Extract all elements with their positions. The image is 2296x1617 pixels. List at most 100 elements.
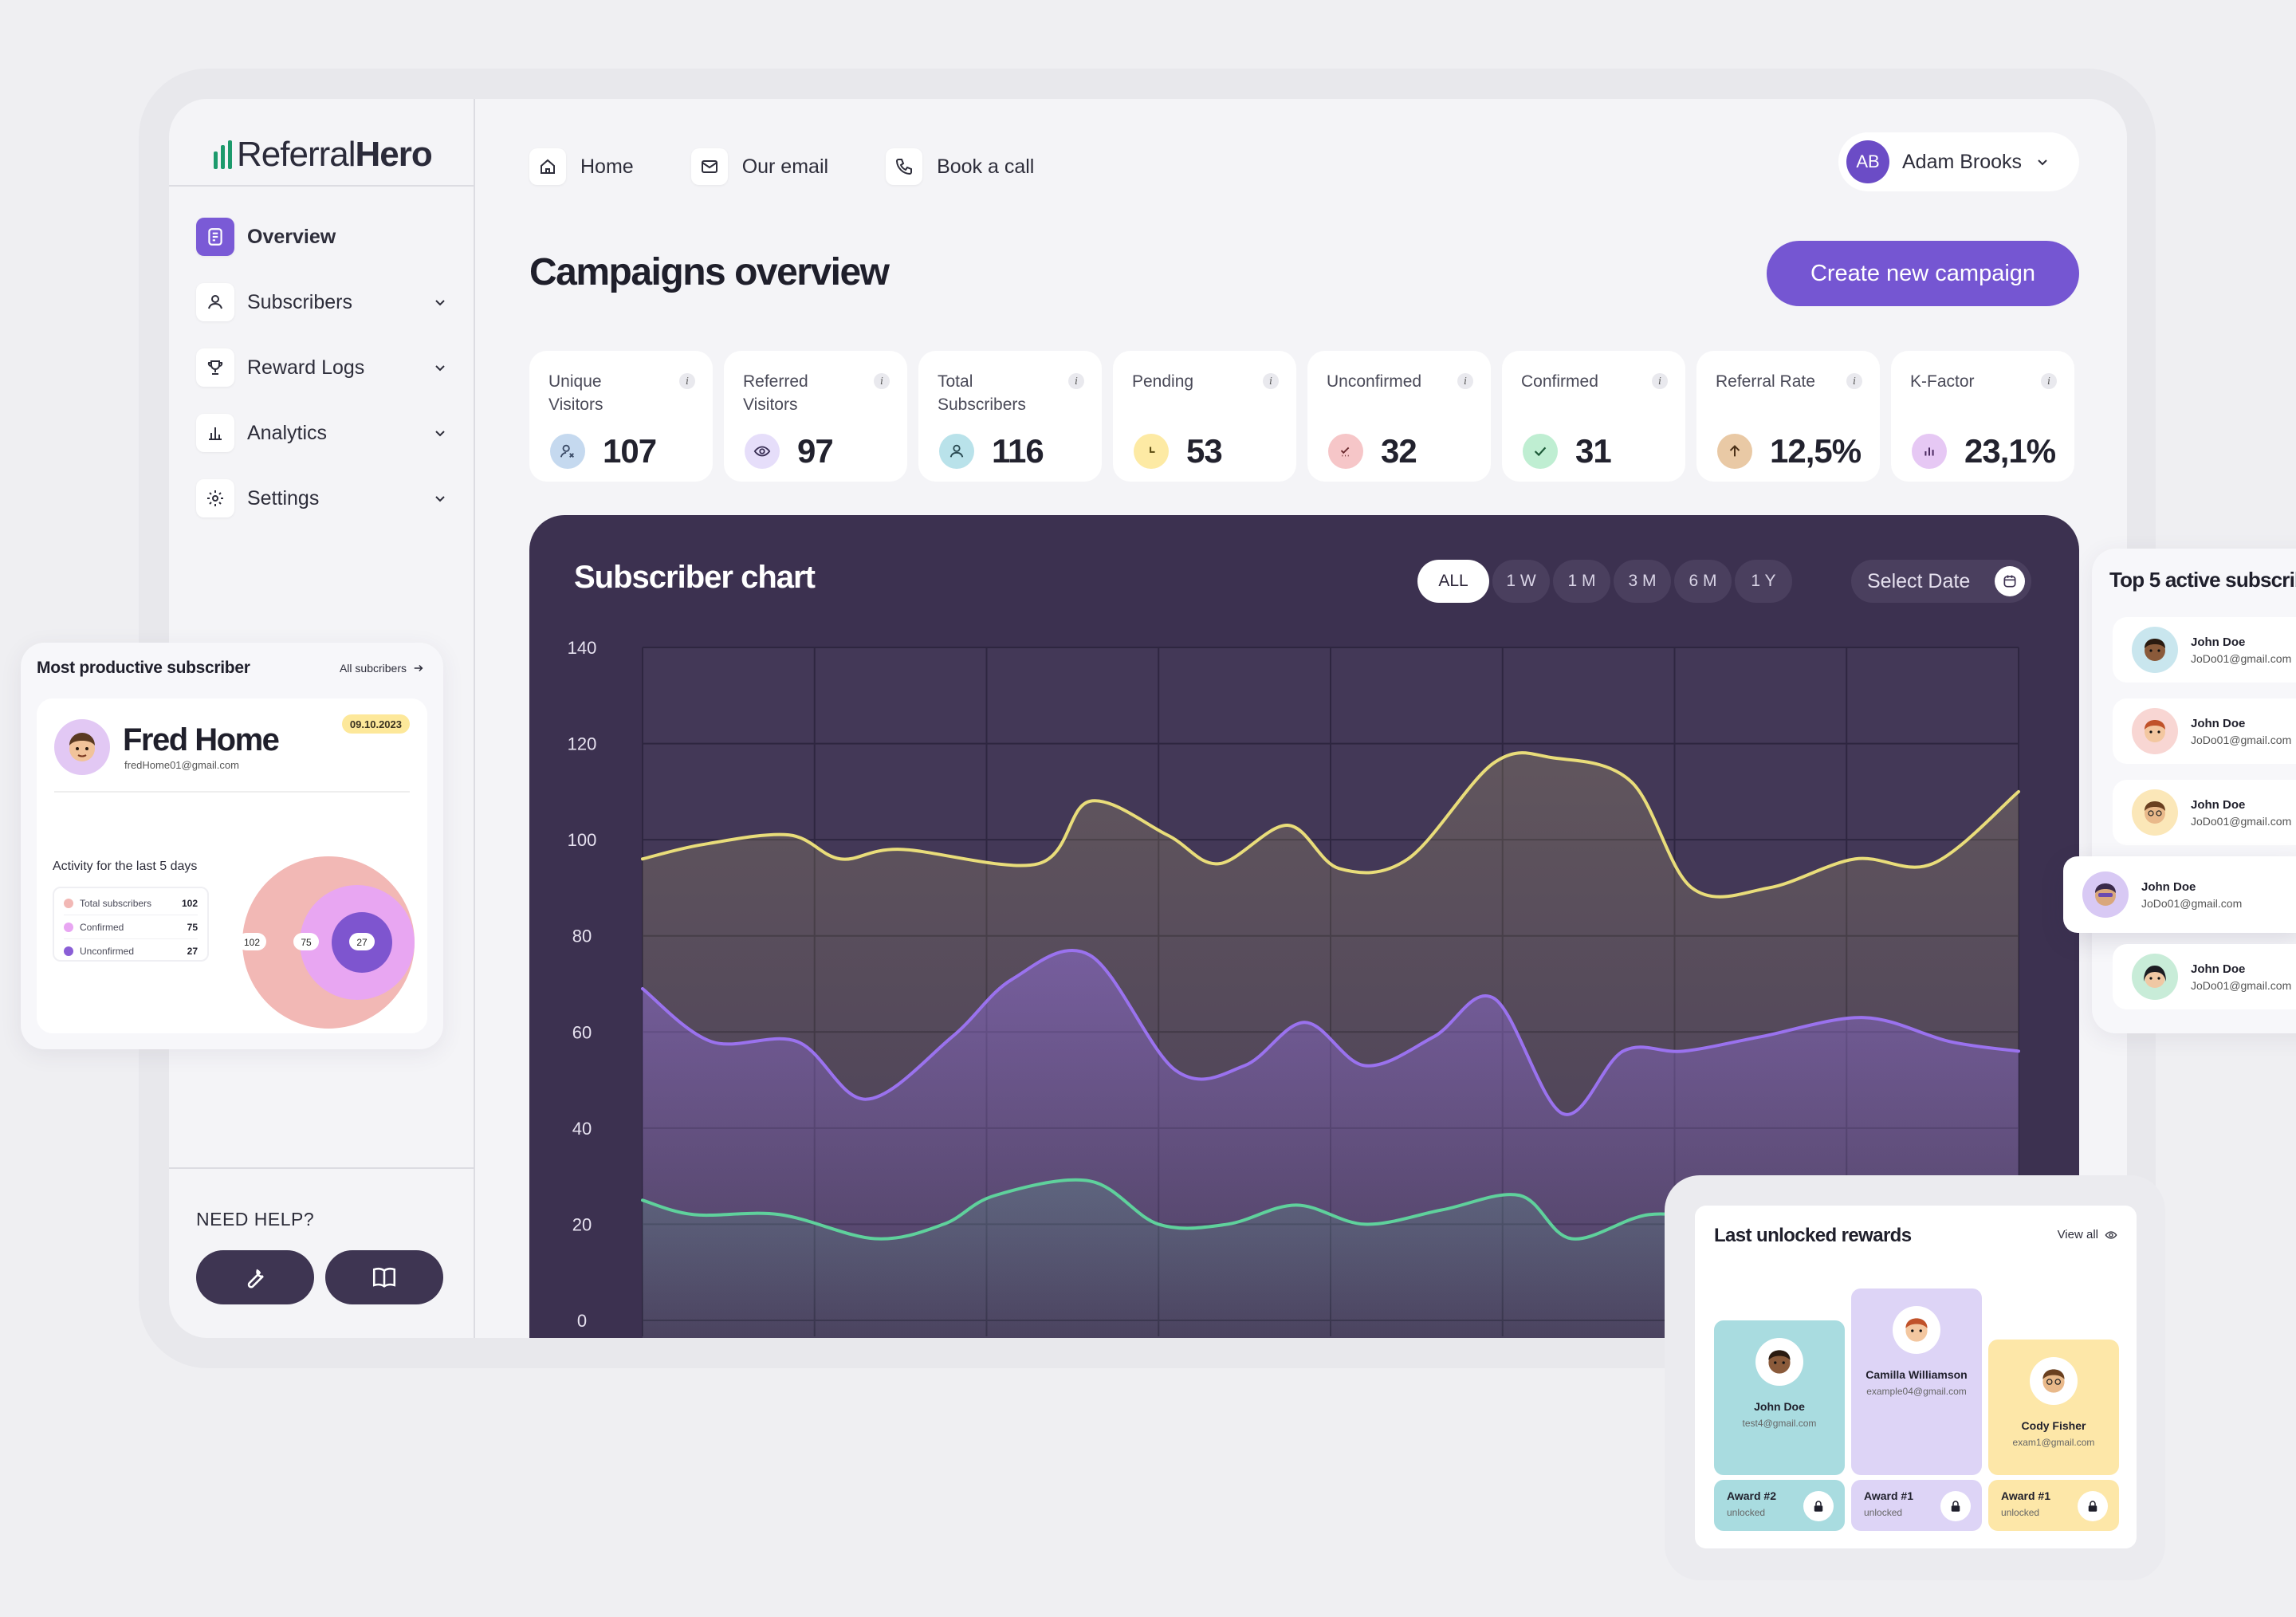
stat-value: 97 xyxy=(797,432,834,470)
chevron-down-icon[interactable] xyxy=(429,291,451,313)
stat-card-confirmed[interactable]: Confirmed i 31 xyxy=(1502,351,1685,482)
date-badge: 09.10.2023 xyxy=(341,714,410,734)
sidebar-item-analytics[interactable]: Analytics xyxy=(196,413,451,453)
info-icon[interactable]: i xyxy=(1846,373,1862,389)
award-badge[interactable]: Award #2 unlocked xyxy=(1714,1480,1845,1531)
stat-value: 23,1% xyxy=(1964,432,2056,470)
home-icon xyxy=(529,148,566,185)
all-subscribers-link[interactable]: All subcribers xyxy=(340,662,424,675)
most-productive-panel: Most productive subscriber All subcriber… xyxy=(21,643,443,1049)
select-date-button[interactable]: Select Date xyxy=(1851,560,2031,603)
stat-card-pending[interactable]: Pending i 53 xyxy=(1113,351,1296,482)
subscriber-email: fredHome01@gmail.com xyxy=(124,759,239,771)
chevron-down-icon[interactable] xyxy=(429,487,451,509)
range-6m-button[interactable]: 6 M xyxy=(1674,560,1732,603)
help-label: NEED HELP? xyxy=(196,1209,315,1229)
view-all-link[interactable]: View all xyxy=(2058,1228,2117,1241)
sidebar-item-label: Analytics xyxy=(247,421,328,444)
info-icon[interactable]: i xyxy=(874,373,890,389)
avatar xyxy=(2082,871,2129,918)
list-item-highlighted[interactable]: John Doe JoDo01@gmail.com xyxy=(2063,856,2296,933)
stat-card-unique-visitors[interactable]: Unique Visitors i 107 xyxy=(529,351,713,482)
list-item[interactable]: John Doe JoDo01@gmail.com xyxy=(2113,698,2296,764)
info-icon[interactable]: i xyxy=(1652,373,1668,389)
avatar: AB xyxy=(1846,140,1889,183)
page-title: Campaigns overview xyxy=(529,251,890,293)
chevron-down-icon[interactable] xyxy=(429,356,451,379)
chevron-down-icon[interactable] xyxy=(429,422,451,444)
avatar xyxy=(2132,708,2178,754)
calendar-icon xyxy=(1995,566,2025,596)
reward-card[interactable]: Camilla Williamson example04@gmail.com xyxy=(1851,1288,1982,1475)
stat-card-referred-visitors[interactable]: Referred Visitors i 97 xyxy=(724,351,907,482)
subscriber-card: Fred Home fredHome01@gmail.com 09.10.202… xyxy=(37,698,427,1033)
reward-card[interactable]: Cody Fisher exam1@gmail.com xyxy=(1988,1340,2119,1475)
y-tick-label: 120 xyxy=(568,734,597,754)
stat-label: K-Factor xyxy=(1910,372,1975,391)
docs-button[interactable] xyxy=(325,1250,443,1304)
nav-home-link[interactable]: Home xyxy=(529,148,634,185)
reward-user-email: exam1@gmail.com xyxy=(2012,1437,2095,1448)
info-icon[interactable]: i xyxy=(679,373,695,389)
activity-table: Total subscribers 102 Confirmed 75 Unconfi… xyxy=(53,887,209,962)
range-1w-button[interactable]: 1 W xyxy=(1492,560,1550,603)
range-1y-button[interactable]: 1 Y xyxy=(1735,560,1792,603)
user-icon xyxy=(196,283,234,321)
subscriber-name: John Doe xyxy=(2191,635,2246,649)
activity-label: Confirmed xyxy=(80,921,124,933)
stat-card-k-factor[interactable]: K-Factor i 23,1% xyxy=(1891,351,2074,482)
legend-dot xyxy=(64,922,73,932)
sidebar-item-label: Overview xyxy=(247,225,336,248)
stat-card-unconfirmed[interactable]: Unconfirmed i 32 xyxy=(1307,351,1491,482)
app-window: Referral Hero Overview Subscribers xyxy=(169,99,2127,1338)
select-date-label: Select Date xyxy=(1867,569,1971,592)
info-icon[interactable]: i xyxy=(2041,373,2057,389)
activity-row: Confirmed 75 xyxy=(64,915,198,939)
info-icon[interactable]: i xyxy=(1068,373,1084,389)
stat-card-total-subscribers[interactable]: Total Subscribers i 116 xyxy=(918,351,1102,482)
panel-title: Last unlocked rewards xyxy=(1714,1225,1912,1246)
range-1m-button[interactable]: 1 M xyxy=(1553,560,1610,603)
reward-user-email: example04@gmail.com xyxy=(1866,1386,1967,1397)
activity-value: 102 xyxy=(181,897,198,909)
y-tick-label: 60 xyxy=(572,1022,592,1042)
sidebar-item-reward-logs[interactable]: Reward Logs xyxy=(196,348,451,388)
subscriber-email: JoDo01@gmail.com xyxy=(2191,651,2292,665)
info-icon[interactable]: i xyxy=(1457,373,1473,389)
sidebar-item-settings[interactable]: Settings xyxy=(196,478,451,518)
top-nav: Home Our email Book a call xyxy=(529,136,1034,198)
subscriber-name: John Doe xyxy=(2191,716,2246,730)
activity-label: Unconfirmed xyxy=(80,946,135,957)
sidebar-item-overview[interactable]: Overview xyxy=(196,217,451,257)
brand-logo[interactable]: Referral Hero xyxy=(214,123,433,187)
create-campaign-button[interactable]: Create new campaign xyxy=(1767,241,2079,306)
list-item[interactable]: John Doe JoDo01@gmail.com xyxy=(2113,944,2296,1009)
stat-value: 107 xyxy=(603,432,657,470)
award-status: unlocked xyxy=(1864,1507,1903,1518)
subscriber-email: JoDo01@gmail.com xyxy=(2141,896,2243,910)
info-icon[interactable]: i xyxy=(1263,373,1279,389)
range-3m-button[interactable]: 3 M xyxy=(1614,560,1671,603)
range-all-button[interactable]: ALL xyxy=(1417,560,1489,603)
stat-card-referral-rate[interactable]: Referral Rate i 12,5% xyxy=(1696,351,1880,482)
gear-icon xyxy=(196,479,234,517)
list-item[interactable]: John Doe JoDo01@gmail.com xyxy=(2113,617,2296,683)
support-tools-button[interactable] xyxy=(196,1250,314,1304)
nav-email-link[interactable]: Our email xyxy=(690,148,828,185)
user-menu[interactable]: AB Adam Brooks xyxy=(1838,132,2079,191)
reward-card[interactable]: John Doe test4@gmail.com xyxy=(1714,1320,1845,1475)
award-badge[interactable]: Award #1 unlocked xyxy=(1988,1480,2119,1531)
bubble-label-unconfirmed: 27 xyxy=(356,937,368,948)
avatar xyxy=(54,719,110,775)
sidebar-item-subscribers[interactable]: Subscribers xyxy=(196,282,451,322)
user-icon xyxy=(939,434,974,469)
top5-panel: Top 5 active subscribers John Doe JoDo01@… xyxy=(2063,549,2296,1033)
divider xyxy=(169,1167,475,1169)
y-tick-label: 0 xyxy=(577,1311,587,1331)
series-line xyxy=(641,949,2020,1116)
list-item[interactable]: John Doe JoDo01@gmail.com xyxy=(2113,780,2296,845)
nav-book-call-link[interactable]: Book a call xyxy=(886,148,1034,185)
award-badge[interactable]: Award #1 unlocked xyxy=(1851,1480,1982,1531)
bubble-label-bg xyxy=(238,933,266,950)
